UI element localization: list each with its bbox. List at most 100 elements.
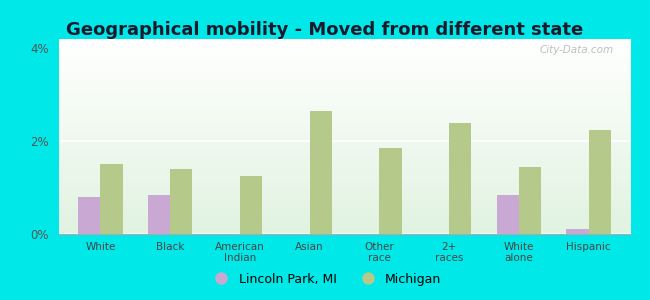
Bar <box>58 84 630 86</box>
Bar <box>380 148 402 234</box>
Bar <box>58 183 630 185</box>
Bar <box>58 58 630 61</box>
Bar <box>58 197 630 199</box>
Bar <box>58 203 630 205</box>
Bar <box>58 113 630 115</box>
Bar <box>58 51 630 53</box>
Bar <box>58 232 630 234</box>
Bar <box>58 228 630 230</box>
Bar <box>58 103 630 105</box>
Bar <box>58 56 630 58</box>
Bar <box>589 130 611 234</box>
Bar <box>58 207 630 209</box>
Bar <box>58 220 630 222</box>
Bar <box>58 98 630 100</box>
Bar <box>58 230 630 232</box>
Bar <box>170 169 192 234</box>
Bar <box>58 105 630 107</box>
Bar <box>58 144 630 146</box>
Bar <box>58 41 630 43</box>
Bar <box>58 148 630 150</box>
Bar <box>58 134 630 136</box>
Bar <box>58 96 630 98</box>
Bar <box>58 119 630 121</box>
Bar <box>58 164 630 166</box>
Bar <box>58 129 630 130</box>
Bar <box>58 177 630 179</box>
Bar <box>58 78 630 80</box>
Text: City-Data.com: City-Data.com <box>540 45 614 55</box>
Legend: Lincoln Park, MI, Michigan: Lincoln Park, MI, Michigan <box>203 268 447 291</box>
Bar <box>58 158 630 160</box>
Bar <box>58 209 630 211</box>
Bar <box>58 64 630 66</box>
Bar <box>58 199 630 201</box>
Bar <box>58 191 630 193</box>
Bar <box>449 123 471 234</box>
Bar <box>58 201 630 203</box>
Bar <box>58 168 630 170</box>
Bar <box>566 230 589 234</box>
Bar <box>58 123 630 125</box>
Bar <box>58 66 630 68</box>
Bar <box>58 76 630 78</box>
Bar <box>58 68 630 70</box>
Bar <box>58 150 630 152</box>
Bar <box>58 138 630 140</box>
Bar <box>58 156 630 158</box>
Bar <box>58 160 630 162</box>
Bar <box>58 62 630 64</box>
Bar <box>58 140 630 142</box>
Bar <box>58 100 630 101</box>
Bar <box>519 167 541 234</box>
Bar <box>58 117 630 119</box>
Bar <box>58 72 630 74</box>
Bar <box>58 131 630 133</box>
Bar <box>58 111 630 113</box>
Bar <box>58 94 630 96</box>
Bar <box>58 45 630 47</box>
Bar <box>58 211 630 212</box>
Bar <box>58 127 630 129</box>
Bar <box>58 142 630 144</box>
Bar <box>58 70 630 72</box>
Bar <box>58 115 630 117</box>
Bar <box>58 176 630 177</box>
Bar <box>58 90 630 92</box>
Bar <box>240 176 262 234</box>
Bar <box>58 212 630 214</box>
Bar <box>58 82 630 84</box>
Bar <box>58 214 630 217</box>
Bar <box>58 109 630 111</box>
Bar <box>58 125 630 127</box>
Bar <box>58 53 630 55</box>
Bar <box>58 217 630 218</box>
Bar <box>58 189 630 191</box>
Bar <box>58 55 630 56</box>
Bar <box>58 226 630 228</box>
Bar <box>58 39 630 41</box>
Bar <box>309 111 332 234</box>
Bar <box>58 166 630 168</box>
Bar <box>58 193 630 195</box>
Bar <box>58 49 630 51</box>
Bar <box>58 187 630 189</box>
Bar <box>58 136 630 138</box>
Bar <box>58 61 630 62</box>
Bar <box>58 172 630 173</box>
Bar <box>148 194 170 234</box>
Bar <box>58 86 630 88</box>
Text: Geographical mobility - Moved from different state: Geographical mobility - Moved from diffe… <box>66 21 584 39</box>
Bar <box>58 47 630 49</box>
Bar <box>58 154 630 156</box>
Bar <box>58 218 630 220</box>
Bar <box>58 146 630 148</box>
Bar <box>58 179 630 181</box>
Bar <box>78 197 100 234</box>
Bar <box>58 185 630 187</box>
Bar <box>100 164 123 234</box>
Bar <box>58 121 630 123</box>
Bar <box>58 181 630 183</box>
Bar <box>58 152 630 154</box>
Bar <box>58 43 630 45</box>
